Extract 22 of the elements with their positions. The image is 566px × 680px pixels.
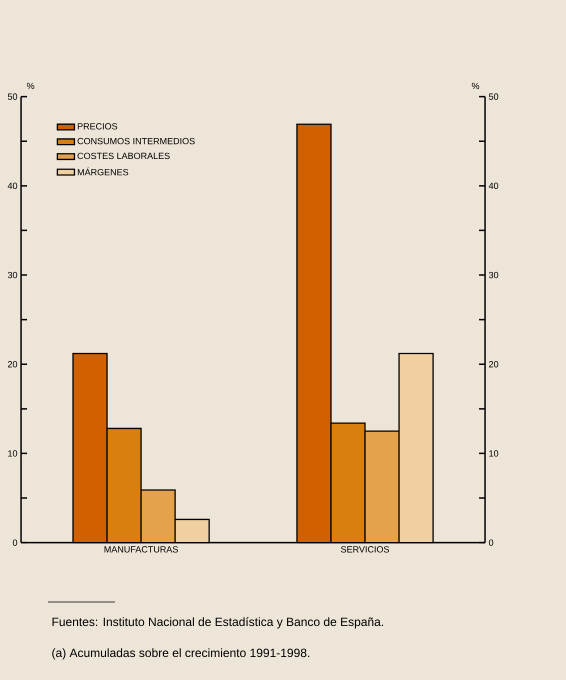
- y-tick-label: 20: [8, 361, 18, 368]
- y2-tick-label: 50: [488, 93, 498, 100]
- x-tick-label: MANUFACTURAS: [104, 546, 178, 553]
- legend-label: PRECIOS: [78, 123, 118, 130]
- text: (a) Acumuladas sobre el crecimiento 1991-1998.: [52, 648, 310, 660]
- source-note: Fuentes: Instituto Nacional de Estadística y Banco de España.: [52, 617, 384, 628]
- legend-label: MÁRGENES: [78, 167, 128, 176]
- y-tick-label: 0: [12, 539, 18, 546]
- y-axis-title: %: [26, 82, 34, 90]
- y2-tick-label: 10: [489, 450, 498, 457]
- y2-tick-label: 0: [488, 539, 494, 546]
- y2-tick-label: 20: [489, 361, 498, 368]
- y-tick-label: 50: [8, 93, 18, 100]
- y2-tick-label: 30: [488, 272, 498, 278]
- y-tick-label: 10: [8, 450, 18, 457]
- y2-tick-label: 40: [488, 182, 498, 190]
- y-tick-label: 40: [8, 182, 18, 190]
- y2-axis-title: %: [472, 82, 480, 90]
- legend-label: COSTES LABORALES: [78, 152, 170, 160]
- x-tick-label: SERVICIOS: [341, 546, 390, 553]
- legend-label: CONSUMOS INTERMEDIOS: [78, 138, 195, 144]
- y-tick-label: 30: [8, 272, 18, 278]
